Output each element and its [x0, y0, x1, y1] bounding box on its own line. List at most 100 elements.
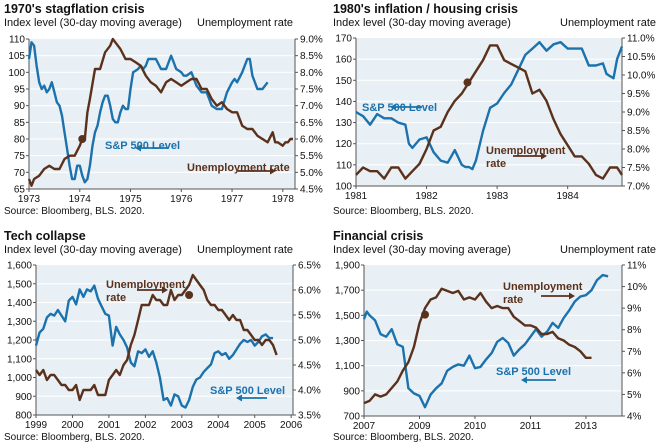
y2-tick-label: 4.5% [300, 185, 323, 196]
chart-stagflation-1970s: 65 70 75 80 85 90 95 100 105 110 4.5% 5.0% 5.5% 6.0% 6… [8, 35, 323, 206]
y2-tick-label: 10.0% [627, 71, 655, 82]
y-tick-label: 110 [336, 160, 352, 171]
chart-tech-collapse: 800 900 1,000 1,100 1,200 1,300 1,400 1,500 1,60… [7, 261, 321, 432]
right-axis-label: Unemployment rate [560, 17, 656, 29]
y2-tick-label: 5% [627, 390, 642, 401]
left-axis-label: Index level (30-day moving average) [333, 244, 511, 256]
y2-tick-label: 8.0% [627, 145, 650, 156]
arrowhead-icon [521, 376, 527, 384]
y-tick-label: 1,300 [335, 336, 360, 347]
source-note: Source: Bloomberg, BLS. 2020. [4, 432, 145, 443]
y2-tick-label: 6.5% [298, 261, 321, 272]
y-tick-label: 150 [335, 76, 352, 87]
x-tick-label: 2013 [575, 421, 598, 432]
sp500-line [355, 41, 624, 171]
unemployment-line [355, 44, 624, 180]
unemployment-line [27, 37, 293, 187]
x-tick-label: 1983 [486, 191, 509, 202]
y2-tick-label: 4.0% [298, 386, 321, 397]
x-tick-label: 2000 [61, 420, 84, 431]
y2-tick-label: 3.5% [298, 411, 321, 422]
x-tick-label: 2009 [408, 421, 431, 432]
left-axis-label: Index level (30-day moving average) [4, 244, 182, 256]
sp500-annotation: S&P 500 Level [210, 385, 285, 397]
right-axis-label: Unemployment rate [197, 244, 293, 256]
sp500-line [362, 273, 609, 409]
chart-title-stagflation-1970s: 1970's stagflation crisis [4, 2, 145, 16]
x-tick-label: 2007 [353, 421, 376, 432]
y-tick-label: 120 [335, 139, 352, 150]
x-tick-label: 1982 [415, 191, 438, 202]
y-tick-label: 900 [343, 386, 360, 397]
arrowhead-icon [569, 292, 575, 300]
y2-tick-label: 5.0% [300, 168, 323, 179]
unemployment-marker [421, 310, 430, 319]
y-tick-label: 80 [14, 135, 26, 146]
y2-tick-label: 5.5% [300, 151, 323, 162]
y-tick-label: 140 [335, 97, 352, 108]
y2-tick-label: 8.5% [300, 51, 323, 62]
y-tick-label: 1,500 [7, 279, 32, 290]
sp500-line [34, 284, 273, 409]
unemployment-annotation: Unemployment rate [486, 145, 566, 170]
y2-tick-label: 6% [627, 368, 642, 379]
y2-tick-label: 9.0% [300, 35, 323, 46]
x-tick-label: 2004 [207, 420, 230, 431]
y-tick-label: 70 [14, 168, 26, 179]
unemployment-line [35, 273, 278, 402]
left-axis-label: Index level (30-day moving average) [4, 17, 182, 29]
x-tick-label: 2001 [98, 420, 121, 431]
y-tick-label: 170 [335, 34, 352, 45]
x-tick-label: 1978 [272, 194, 295, 205]
y-tick-label: 95 [14, 85, 26, 96]
y-tick-label: 1,100 [7, 354, 32, 365]
y-tick-label: 1,700 [335, 286, 360, 297]
arrowhead-icon [135, 144, 141, 152]
y2-tick-label: 8% [627, 325, 642, 336]
y-tick-label: 1,100 [335, 361, 360, 372]
unemployment-line [363, 287, 592, 405]
y-tick-label: 700 [343, 412, 360, 423]
arrowhead-icon [541, 152, 547, 160]
arrowhead-icon [236, 394, 242, 402]
source-note: Source: Bloomberg, BLS. 2020. [333, 206, 474, 217]
y-tick-label: 1,300 [7, 317, 32, 328]
y2-tick-label: 7.0% [627, 182, 650, 193]
source-note: Source: Bloomberg, BLS. 2020. [4, 206, 145, 217]
y-tick-label: 65 [14, 185, 26, 196]
y2-tick-label: 5.5% [298, 311, 321, 322]
y2-tick-label: 7.5% [627, 163, 650, 174]
sp500-annotation: S&P 500 Level [105, 140, 180, 152]
y2-tick-label: 8.0% [300, 68, 323, 79]
y-tick-label: 100 [8, 68, 25, 79]
y-tick-label: 100 [335, 182, 352, 193]
y-tick-label: 90 [14, 101, 26, 112]
chart-title-financial-crisis: Financial crisis [333, 229, 424, 243]
y-tick-label: 110 [9, 35, 25, 46]
x-tick-label: 2002 [134, 420, 157, 431]
y-tick-label: 75 [14, 151, 26, 162]
y2-tick-label: 11% [627, 261, 646, 272]
y2-tick-label: 10% [627, 282, 647, 293]
unemployment-annotation: Unemployment rate [187, 162, 290, 174]
sp500-annotation: S&P 500 Level [496, 366, 571, 378]
unemployment-marker [78, 135, 87, 143]
chart-financial-crisis: 700 900 1,100 1,300 1,500 1,700 1,900 4% 5% 6% 7% 8… [335, 261, 647, 433]
right-axis-label: Unemployment rate [197, 17, 293, 29]
y2-tick-label: 9.5% [627, 89, 650, 100]
y-tick-label: 105 [8, 51, 25, 62]
y2-tick-label: 7.0% [300, 101, 323, 112]
y2-tick-label: 9.0% [627, 108, 650, 119]
y-tick-label: 900 [15, 392, 32, 403]
y-tick-label: 1,400 [7, 298, 32, 309]
unemployment-marker [185, 291, 194, 299]
arrowhead-icon [270, 167, 276, 175]
y2-tick-label: 11.0% [627, 34, 655, 45]
y-tick-label: 85 [14, 118, 26, 129]
y2-tick-label: 4.5% [298, 361, 321, 372]
unemployment-marker [463, 78, 472, 87]
x-tick-label: 1974 [69, 194, 92, 205]
y2-tick-label: 8.5% [627, 126, 650, 137]
x-tick-label: 2011 [520, 421, 542, 432]
